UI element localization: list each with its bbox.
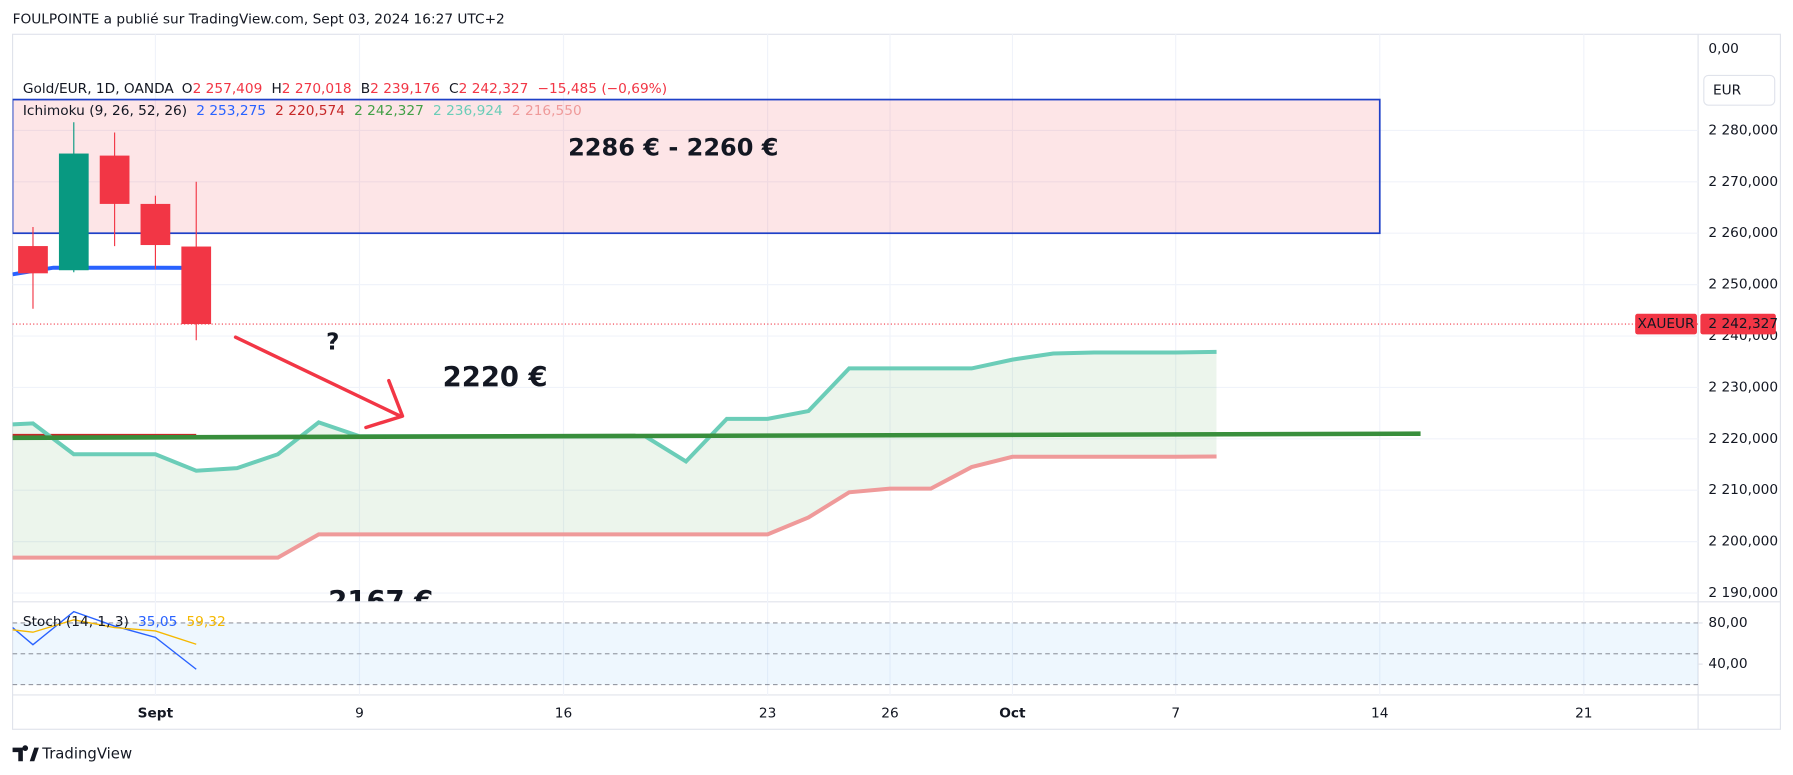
logo bbox=[12, 745, 39, 762]
legend-key: O bbox=[182, 81, 193, 97]
legend-value: 2 242,327 bbox=[459, 81, 529, 97]
legend-change: −15,485 (−0,69%) bbox=[538, 81, 668, 97]
annotation: 2220 € bbox=[443, 362, 548, 393]
legend-value: 2 270,018 bbox=[282, 81, 352, 97]
arrow bbox=[233, 335, 405, 430]
y-tick-label: 2 280,000 bbox=[1708, 122, 1778, 138]
stoch-name: Stoch (14, 1, 3) bbox=[23, 614, 129, 630]
stoch-value: 59,32 bbox=[186, 614, 225, 630]
legend-key: B bbox=[361, 81, 370, 97]
axes: Sept 9 16 23 26 Oct 7 14 21 2 190,000 2 200,000 2 2… bbox=[138, 41, 1778, 721]
y-tick-label: 2 210,000 bbox=[1708, 482, 1778, 498]
legend-key: H bbox=[272, 81, 282, 97]
price-label: 2 242,327 bbox=[1708, 316, 1778, 332]
annotation: 2167 € bbox=[328, 586, 433, 617]
y-tick-label: 40,00 bbox=[1708, 656, 1747, 672]
zone-label: 2286 € - 2260 € bbox=[568, 134, 778, 162]
x-tick-label: 21 bbox=[1575, 705, 1592, 721]
zone bbox=[12, 98, 1381, 235]
x-tick-label: 7 bbox=[1171, 705, 1180, 721]
price-badge bbox=[1700, 313, 1776, 335]
indicator-value: 2 242,327 bbox=[354, 103, 424, 119]
indicator-name: Ichimoku (9, 26, 52, 26) bbox=[23, 103, 187, 119]
trend-line bbox=[12, 431, 1421, 441]
legend-row: Ichimoku (9, 26, 52, 26) 2 253,275 2 220,5… bbox=[23, 103, 582, 119]
candle-body bbox=[181, 246, 212, 325]
candle-body bbox=[18, 246, 48, 274]
symbol-badge bbox=[1635, 313, 1697, 335]
indicator-value: 2 220,574 bbox=[275, 103, 345, 119]
brand-name: TradingView bbox=[41, 744, 132, 762]
currency-button[interactable] bbox=[1703, 74, 1776, 106]
indicator-value: 2 253,275 bbox=[196, 103, 266, 119]
legend-row: Stoch (14, 1, 3) 35,05 59,32 bbox=[23, 614, 226, 630]
candle-body bbox=[99, 155, 130, 204]
y-tick-label: 2 260,000 bbox=[1708, 225, 1778, 241]
stoch-value: 35,05 bbox=[138, 614, 177, 630]
stoch-line bbox=[12, 619, 197, 645]
stoch-pane bbox=[12, 610, 1699, 686]
x-tick-label: Sept bbox=[138, 705, 174, 721]
legend-value: 2 239,176 bbox=[370, 81, 440, 97]
legend-row: Gold/EUR, 1D, OANDA O2 257,409 H2 270,018 B… bbox=[23, 81, 667, 97]
overlay: ?2220 €Gold/EUR, 1D, OANDA O2 257,409 H2 2… bbox=[23, 81, 667, 630]
frame bbox=[12, 33, 1781, 730]
x-tick-label: 16 bbox=[555, 705, 572, 721]
legend-symbol: Gold/EUR, 1D, OANDA bbox=[23, 81, 175, 97]
x-tick-label: Oct bbox=[999, 705, 1026, 721]
y-tick-label: 2 270,000 bbox=[1708, 174, 1778, 190]
legend-value: 2 257,409 bbox=[193, 81, 263, 97]
y-tick-label: 2 250,000 bbox=[1708, 277, 1778, 293]
y-tick-label: 2 200,000 bbox=[1708, 534, 1778, 550]
y-tick-label: 2 190,000 bbox=[1708, 585, 1778, 601]
y-tick-label: 2 230,000 bbox=[1708, 379, 1778, 395]
indicator-value: 2 236,924 bbox=[433, 103, 503, 119]
symbol-label: XAUEUR bbox=[1638, 316, 1695, 332]
indicator-value: 2 216,550 bbox=[512, 103, 582, 119]
ichimoku-line bbox=[12, 454, 1217, 560]
candle-body bbox=[58, 153, 89, 271]
y-tick-label: 2 220,000 bbox=[1708, 431, 1778, 447]
currency: EUR bbox=[1713, 82, 1742, 98]
stoch-line bbox=[12, 610, 197, 670]
ichimoku-cloud bbox=[12, 351, 1217, 558]
x-tick-label: 14 bbox=[1371, 705, 1388, 721]
x-tick-label: 9 bbox=[355, 705, 364, 721]
axis-top-label: 0,00 bbox=[1708, 41, 1739, 57]
candle-body bbox=[140, 203, 171, 246]
y-tick-label: 80,00 bbox=[1708, 615, 1747, 631]
publisher: FOULPOINTE a publié sur TradingView.com,… bbox=[13, 11, 505, 27]
x-tick-label: 26 bbox=[881, 705, 898, 721]
legend-key: C bbox=[449, 81, 459, 97]
x-tick-label: 23 bbox=[759, 705, 776, 721]
annotation: ? bbox=[326, 329, 339, 355]
brand: TradingView bbox=[12, 744, 132, 762]
main-pane: 2286 € - 2260 € 2167 € bbox=[12, 98, 1699, 617]
